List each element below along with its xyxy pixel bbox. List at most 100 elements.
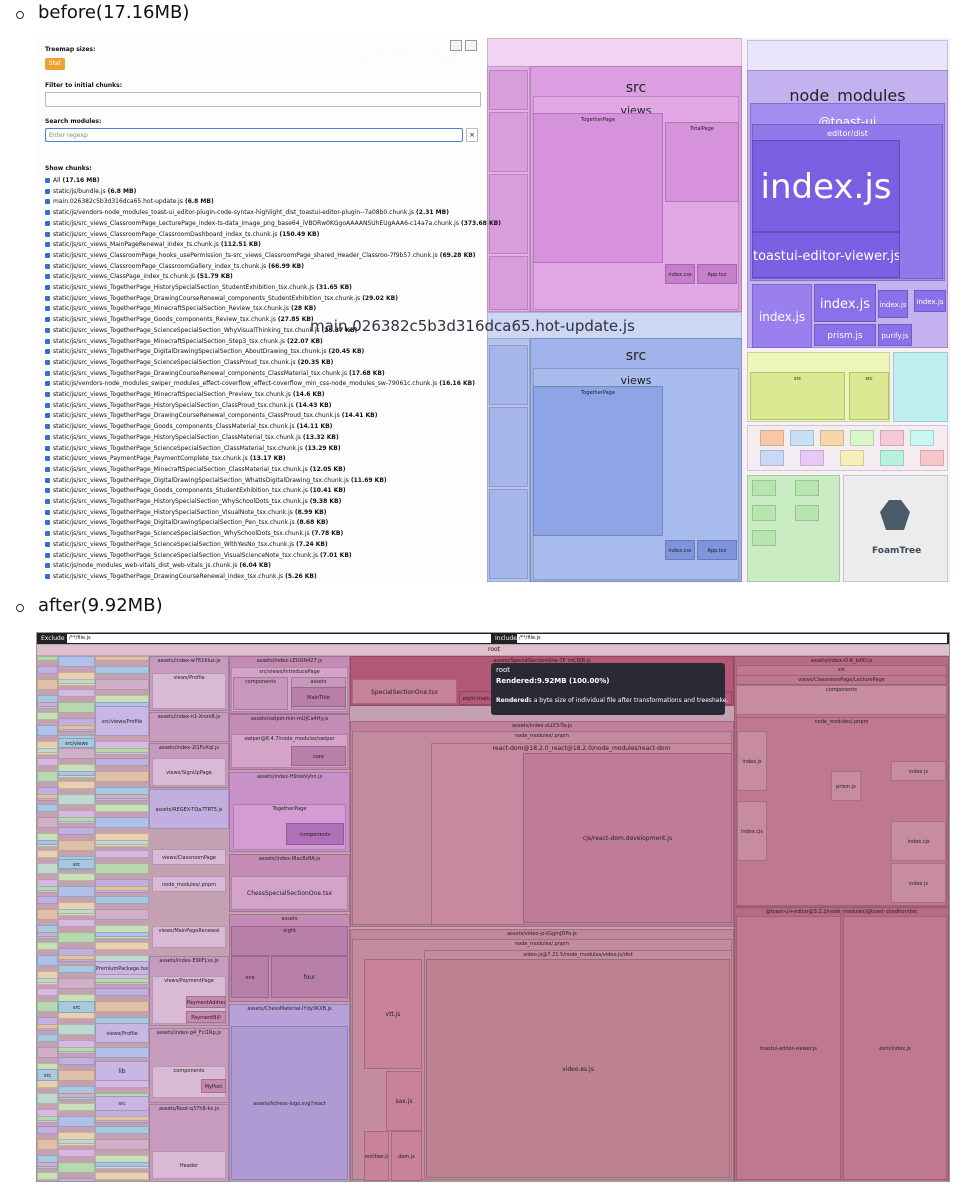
tile-label: assets/index-I8ac8zRA.js xyxy=(258,856,321,862)
chunk-size: (17.68 KB) xyxy=(348,369,385,377)
tile xyxy=(752,480,776,496)
tile xyxy=(95,804,149,812)
tile-label: index.js xyxy=(916,297,944,306)
checkbox[interactable] xyxy=(45,359,50,365)
checkbox[interactable] xyxy=(45,199,50,205)
tile: purify.js xyxy=(878,324,912,346)
checkbox[interactable] xyxy=(45,434,50,440)
chunk-size: (27.85 KB) xyxy=(277,316,314,324)
checkbox[interactable] xyxy=(45,520,50,526)
tile xyxy=(489,407,528,487)
chunk-name: static/js/bundle.js xyxy=(53,187,106,195)
collapse-button[interactable] xyxy=(465,40,477,51)
tile xyxy=(37,794,58,799)
checkbox[interactable] xyxy=(45,178,50,183)
checkbox[interactable] xyxy=(45,306,50,312)
checkbox[interactable] xyxy=(45,263,50,269)
checkbox[interactable] xyxy=(45,488,50,494)
checkbox[interactable] xyxy=(45,477,50,483)
tile xyxy=(37,840,58,845)
tile-label: index.css xyxy=(668,271,692,278)
checkbox[interactable] xyxy=(45,327,50,333)
chunk-size: (14.6 KB) xyxy=(292,391,325,398)
chunk-size: (20.35 KB) xyxy=(297,358,334,366)
tile: index.css xyxy=(665,540,695,560)
checkbox[interactable] xyxy=(45,295,50,301)
checkbox[interactable] xyxy=(45,220,50,226)
chunk-size: (112.51 KB) xyxy=(220,241,261,249)
checkbox[interactable] xyxy=(45,210,50,216)
checkbox[interactable] xyxy=(45,402,50,408)
input[interactable]: /**/file.js xyxy=(517,634,947,643)
chunk-row: All (17.16 MB) xyxy=(45,177,100,184)
tile-label: core xyxy=(313,753,324,760)
root-bar: root xyxy=(37,645,949,655)
tile xyxy=(58,679,95,684)
tile: views/SignUpPage xyxy=(152,758,226,786)
pin-button[interactable] xyxy=(450,40,462,51)
tile: index.js xyxy=(878,290,908,318)
chunk-name: static/js/src_views_TogetherPage_Science… xyxy=(53,530,310,538)
tile-label: views xyxy=(620,104,652,117)
tile xyxy=(58,840,95,851)
tile xyxy=(37,978,58,983)
chunk-row: static/js/src_views_PaymentPage_PaymentC… xyxy=(45,455,286,462)
chunk-row: static/js/src_views_TogetherPage_History… xyxy=(45,509,326,516)
checkbox[interactable] xyxy=(45,242,50,248)
chunk-row: static/js/src_views_TogetherPage_Drawing… xyxy=(45,573,317,580)
tile xyxy=(37,942,58,950)
checkbox[interactable] xyxy=(45,541,50,547)
tile-label: index.js xyxy=(908,880,929,887)
checkbox[interactable] xyxy=(45,424,50,430)
checkbox[interactable] xyxy=(45,392,50,397)
chunk-size: (29.02 KB) xyxy=(362,294,398,302)
chunk-size: (69.28 KB) xyxy=(439,251,476,259)
tile: Header xyxy=(152,1151,226,1179)
checkbox[interactable] xyxy=(45,552,50,558)
input[interactable] xyxy=(45,92,481,107)
tile: src xyxy=(849,372,889,420)
chunk-size: (16.16 KB) xyxy=(439,380,475,388)
checkbox[interactable] xyxy=(45,274,50,280)
checkbox[interactable] xyxy=(45,317,50,323)
checkbox[interactable] xyxy=(45,349,50,355)
tile xyxy=(95,656,149,661)
tile: TogetherPage xyxy=(533,386,663,536)
chunk-size: (66.99 KB) xyxy=(268,262,304,270)
checkbox[interactable] xyxy=(45,370,50,376)
checkbox[interactable] xyxy=(45,285,50,290)
chunk-row: static/js/src_views_TogetherPage_Digital… xyxy=(45,348,364,355)
tile-label: TogetherPage xyxy=(581,390,615,396)
tile-label: node_modules/.pnpm xyxy=(515,941,569,947)
chunk-size: (6.8 MB) xyxy=(184,198,214,206)
checkbox[interactable] xyxy=(45,231,50,237)
tile-label: index.css xyxy=(668,547,692,554)
checkbox[interactable] xyxy=(45,456,50,462)
chunk-name: static/js/src_views_TogetherPage_Drawing… xyxy=(53,369,347,377)
checkbox[interactable] xyxy=(45,188,50,194)
tile-label: four xyxy=(303,974,316,981)
tile-label: cjs/react-dom.development.js xyxy=(582,835,673,842)
checkbox[interactable] xyxy=(45,563,50,569)
clear-button[interactable]: × xyxy=(466,128,478,142)
tile xyxy=(95,896,149,904)
checkbox[interactable] xyxy=(45,499,50,504)
checkbox[interactable] xyxy=(45,413,50,419)
checkbox[interactable] xyxy=(45,252,50,258)
checkbox[interactable] xyxy=(45,466,50,472)
tile: toastui-editor-viewer.js xyxy=(752,232,900,278)
checkbox[interactable] xyxy=(45,509,50,515)
checkbox[interactable] xyxy=(45,445,50,451)
button[interactable]: Stat xyxy=(45,58,65,70)
checkbox[interactable] xyxy=(45,573,50,579)
checkbox[interactable] xyxy=(45,338,50,344)
tile-label: node_modules/.pnpm xyxy=(515,733,569,739)
input[interactable]: /**/file.js xyxy=(67,634,491,643)
tile xyxy=(37,850,58,858)
checkbox[interactable] xyxy=(45,381,50,387)
chunk-name: static/js/src_views_TogetherPage_History… xyxy=(53,433,301,441)
search-input[interactable]: Enter regexp xyxy=(45,128,463,142)
tile xyxy=(58,781,95,789)
checkbox[interactable] xyxy=(45,531,50,537)
chunk-name: static/js/src_views_TogetherPage_Science… xyxy=(53,358,296,366)
